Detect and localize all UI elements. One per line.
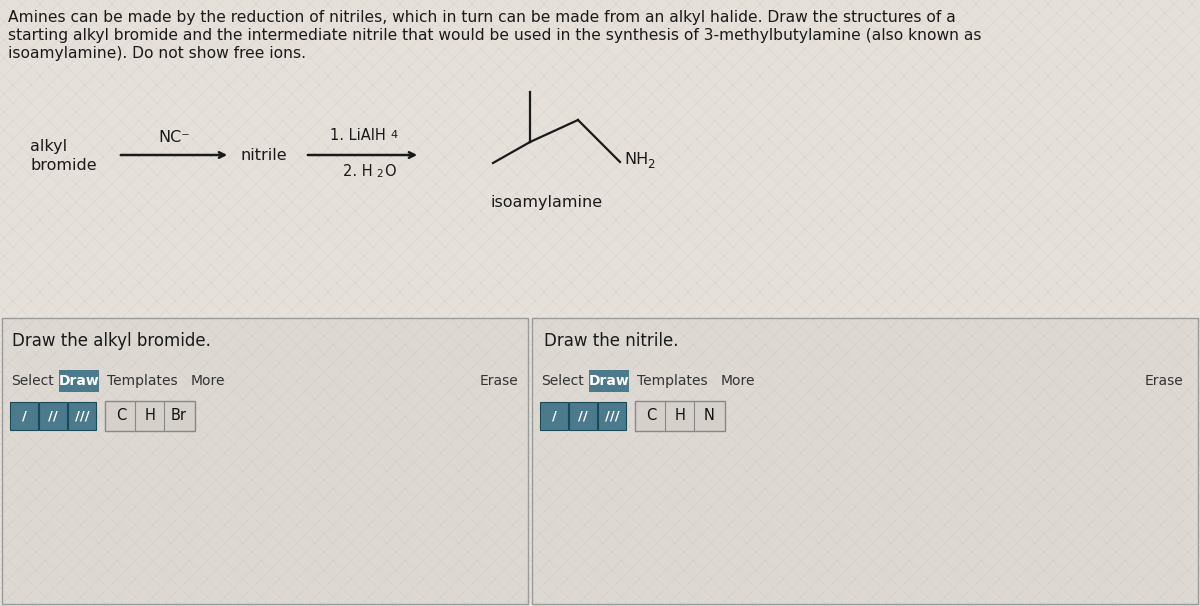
Text: nitrile: nitrile: [240, 147, 287, 162]
Text: 2: 2: [377, 169, 383, 179]
Text: Draw the alkyl bromide.: Draw the alkyl bromide.: [12, 332, 211, 350]
Text: Templates: Templates: [637, 374, 708, 388]
Bar: [38, 402, 67, 430]
Text: Erase: Erase: [480, 374, 518, 388]
Text: Erase: Erase: [1145, 374, 1183, 388]
Text: O: O: [384, 164, 396, 179]
Text: Templates: Templates: [107, 374, 178, 388]
Text: NH: NH: [624, 153, 648, 167]
Text: 2. H: 2. H: [343, 164, 372, 179]
Bar: [589, 370, 629, 392]
Text: H: H: [144, 408, 156, 424]
Text: H: H: [674, 408, 685, 424]
Bar: [2, 318, 528, 604]
Bar: [106, 401, 194, 431]
Text: Br: Br: [172, 408, 187, 424]
Bar: [540, 402, 568, 430]
Text: 1. LiAlH: 1. LiAlH: [330, 127, 385, 142]
Text: starting alkyl bromide and the intermediate nitrile that would be used in the sy: starting alkyl bromide and the intermedi…: [8, 28, 982, 43]
Text: Select: Select: [541, 374, 583, 388]
Bar: [59, 370, 98, 392]
Text: C: C: [116, 408, 126, 424]
Text: N: N: [703, 408, 714, 424]
Text: NC⁻: NC⁻: [158, 130, 190, 144]
Text: /: /: [552, 410, 557, 422]
Text: /: /: [22, 410, 26, 422]
Text: Amines can be made by the reduction of nitriles, which in turn can be made from : Amines can be made by the reduction of n…: [8, 10, 955, 25]
Text: 2: 2: [647, 159, 654, 171]
Text: isoamylamine: isoamylamine: [491, 195, 604, 210]
Text: bromide: bromide: [30, 158, 97, 173]
Text: alkyl: alkyl: [30, 139, 67, 155]
Text: 4: 4: [390, 130, 397, 140]
Text: C: C: [646, 408, 656, 424]
Text: Select: Select: [11, 374, 54, 388]
Text: Draw: Draw: [589, 374, 629, 388]
Text: More: More: [721, 374, 756, 388]
Bar: [598, 402, 626, 430]
Text: ///: ///: [605, 410, 619, 422]
Text: Draw: Draw: [59, 374, 100, 388]
Bar: [68, 402, 96, 430]
Bar: [10, 402, 38, 430]
Text: //: //: [578, 410, 588, 422]
Text: ///: ///: [74, 410, 89, 422]
Bar: [635, 401, 725, 431]
Text: isoamylamine). Do not show free ions.: isoamylamine). Do not show free ions.: [8, 46, 306, 61]
Bar: [532, 318, 1198, 604]
Text: More: More: [191, 374, 226, 388]
Text: //: //: [48, 410, 58, 422]
Text: Draw the nitrile.: Draw the nitrile.: [544, 332, 678, 350]
Bar: [569, 402, 598, 430]
